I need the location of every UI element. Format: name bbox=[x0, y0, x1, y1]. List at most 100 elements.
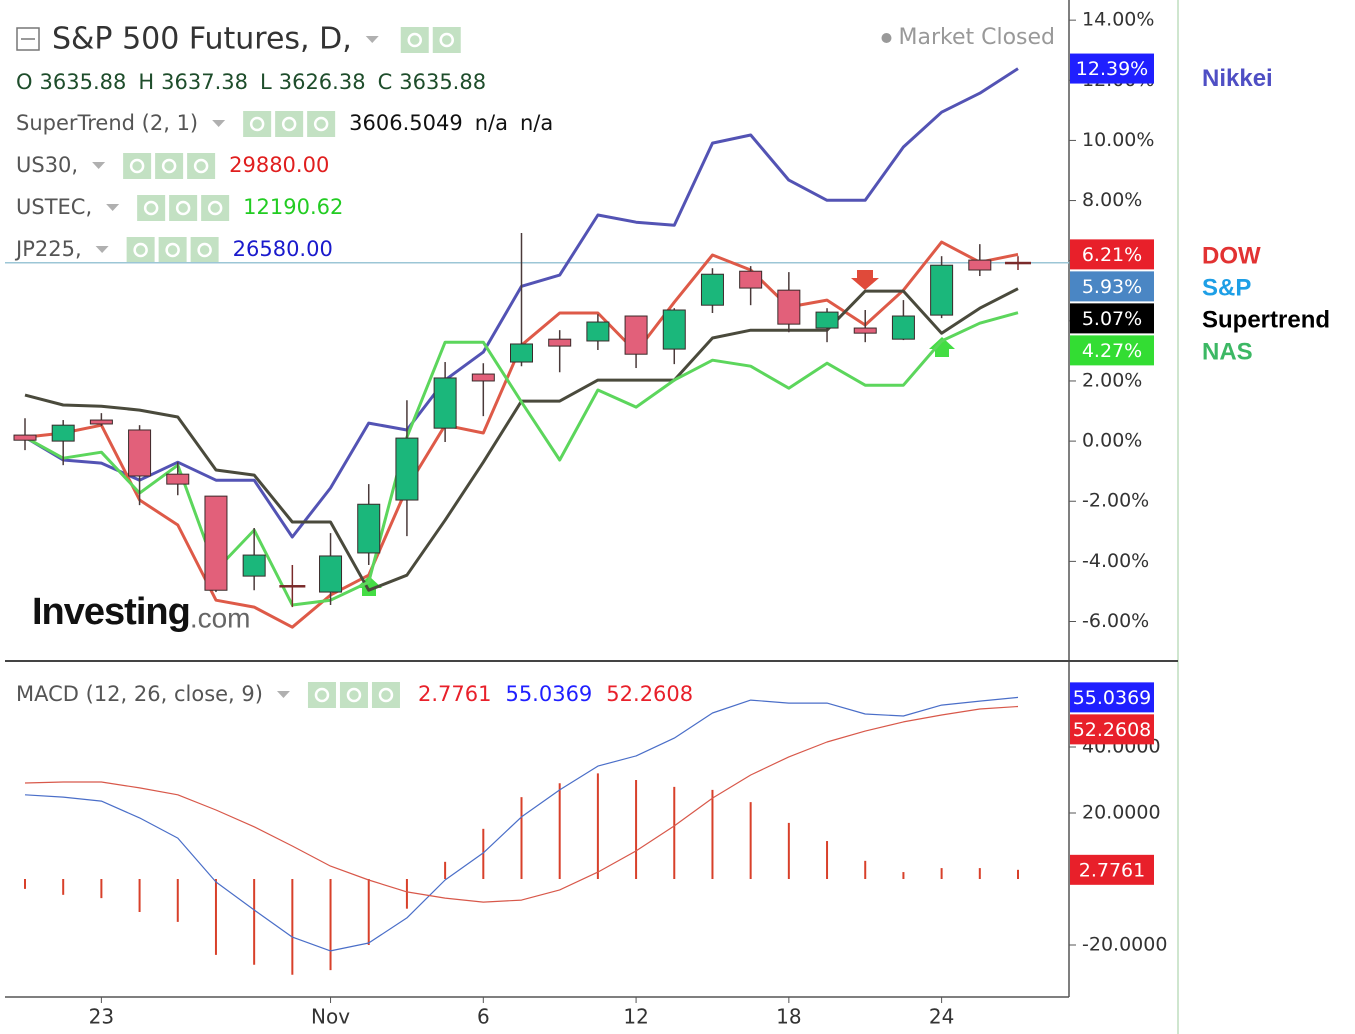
y-tick-label: -6.00% bbox=[1082, 610, 1149, 632]
indicator-name: SuperTrend (2, 1) bbox=[16, 111, 198, 135]
icon-glyph bbox=[346, 687, 362, 703]
series-name: Nikkei bbox=[1202, 65, 1273, 92]
candle-body bbox=[815, 311, 839, 329]
candle-body bbox=[357, 503, 381, 554]
icon-glyph bbox=[378, 687, 394, 703]
dropdown-arrow[interactable] bbox=[365, 36, 379, 43]
y-tick-label: 14.00% bbox=[1082, 9, 1154, 31]
y-tick-label: 0.00% bbox=[1082, 430, 1142, 452]
price-label: 55.0369 bbox=[1073, 687, 1152, 709]
dropdown-arrow[interactable] bbox=[95, 246, 109, 253]
dropdown-arrow[interactable] bbox=[212, 120, 226, 127]
icon-glyph bbox=[439, 32, 454, 48]
icon-button[interactable] bbox=[339, 682, 368, 708]
price-label: 12.39% bbox=[1076, 58, 1148, 80]
price-label: 4.27% bbox=[1082, 340, 1142, 362]
series-name: Supertrend bbox=[1202, 307, 1330, 334]
candle-body bbox=[204, 495, 228, 591]
dropdown-arrow[interactable] bbox=[276, 691, 290, 698]
ohlc-label: C bbox=[378, 70, 393, 94]
icon-button[interactable] bbox=[371, 682, 400, 708]
icon-glyph bbox=[407, 32, 422, 48]
ohlc-label: L bbox=[260, 70, 272, 94]
macd-readout: 2.7761 bbox=[418, 682, 491, 706]
icon-glyph bbox=[193, 158, 209, 174]
price-label: 5.93% bbox=[1082, 276, 1142, 298]
indicator-value: 29880.00 bbox=[229, 153, 329, 177]
icon-button[interactable] bbox=[126, 237, 155, 263]
ohlc-label: H bbox=[138, 70, 154, 94]
price-label-box bbox=[1070, 714, 1154, 745]
price-label-box bbox=[1070, 854, 1154, 885]
x-tick-label: Nov bbox=[311, 1005, 350, 1029]
candle-body bbox=[739, 270, 763, 289]
title: S&P 500 Futures, D, bbox=[52, 22, 352, 57]
icon-button[interactable] bbox=[275, 111, 304, 137]
icon-glyph bbox=[313, 116, 329, 132]
icon-button[interactable] bbox=[169, 195, 198, 221]
icon-button[interactable] bbox=[307, 111, 336, 137]
y-tick-label: 8.00% bbox=[1082, 189, 1142, 211]
candle-body bbox=[279, 585, 306, 588]
icon-button[interactable] bbox=[137, 195, 166, 221]
candle-body bbox=[586, 321, 610, 342]
y-tick-label: 2.00% bbox=[1082, 369, 1142, 391]
candle-body bbox=[89, 419, 113, 425]
icon-glyph bbox=[249, 116, 265, 132]
icon-button[interactable] bbox=[432, 27, 461, 53]
candle-body bbox=[891, 315, 915, 340]
price-label-box bbox=[1070, 335, 1154, 366]
candle-body bbox=[930, 264, 954, 316]
watermark-brand: Investing bbox=[32, 591, 190, 633]
icon-button[interactable] bbox=[155, 153, 184, 179]
icon-button[interactable] bbox=[201, 195, 230, 221]
price-label: 5.07% bbox=[1082, 308, 1142, 330]
price-label-box bbox=[1070, 682, 1154, 713]
x-tick-label: 6 bbox=[477, 1005, 490, 1029]
indicator-value: 26580.00 bbox=[233, 237, 333, 261]
icon-button[interactable] bbox=[187, 153, 216, 179]
icon-glyph bbox=[281, 116, 297, 132]
icon-glyph bbox=[161, 158, 177, 174]
indicator-name: JP225, bbox=[14, 237, 82, 261]
ohlc-value: 3626.38 bbox=[279, 70, 366, 94]
icon-button[interactable] bbox=[243, 111, 272, 137]
ohlc-value: 3635.88 bbox=[399, 70, 486, 94]
indicator-name: USTEC, bbox=[16, 195, 92, 219]
collapse-button[interactable] bbox=[16, 27, 40, 51]
candle-body bbox=[51, 424, 75, 442]
indicator-value: 3606.5049 bbox=[349, 111, 463, 135]
candle-body bbox=[242, 554, 266, 577]
y-tick-label: -20.0000 bbox=[1082, 933, 1167, 955]
dropdown-arrow[interactable] bbox=[106, 204, 120, 211]
price-label: 52.2608 bbox=[1073, 719, 1152, 741]
sell-signal bbox=[851, 270, 879, 290]
icon-button[interactable] bbox=[307, 682, 336, 708]
icon-button[interactable] bbox=[190, 237, 219, 263]
price-label: 2.7761 bbox=[1079, 859, 1145, 881]
x-tick-label: 23 bbox=[89, 1005, 114, 1029]
ohlc-value: 3635.88 bbox=[40, 70, 127, 94]
icon-button[interactable] bbox=[400, 27, 429, 53]
dropdown-arrow[interactable] bbox=[92, 162, 106, 169]
market-status: Market Closed bbox=[898, 25, 1055, 50]
y-tick-label: 20.0000 bbox=[1082, 801, 1161, 823]
series-line bbox=[24, 696, 1019, 952]
icon-glyph bbox=[133, 242, 148, 258]
price-label-box bbox=[1070, 271, 1154, 302]
indicator-value: n/a bbox=[475, 111, 508, 135]
icon-glyph bbox=[129, 158, 145, 174]
macd-readout: 55.0369 bbox=[505, 682, 592, 706]
candle-body bbox=[548, 338, 572, 347]
series-line bbox=[24, 311, 1019, 607]
icon-button[interactable] bbox=[123, 153, 152, 179]
icon-button[interactable] bbox=[158, 237, 187, 263]
icon-glyph bbox=[175, 200, 191, 216]
icon-glyph bbox=[314, 687, 330, 703]
y-tick-label: 10.00% bbox=[1082, 129, 1154, 151]
buy-signal bbox=[929, 337, 955, 357]
candle-body bbox=[968, 259, 992, 271]
icon-glyph bbox=[165, 242, 180, 258]
candle-body bbox=[510, 343, 533, 363]
